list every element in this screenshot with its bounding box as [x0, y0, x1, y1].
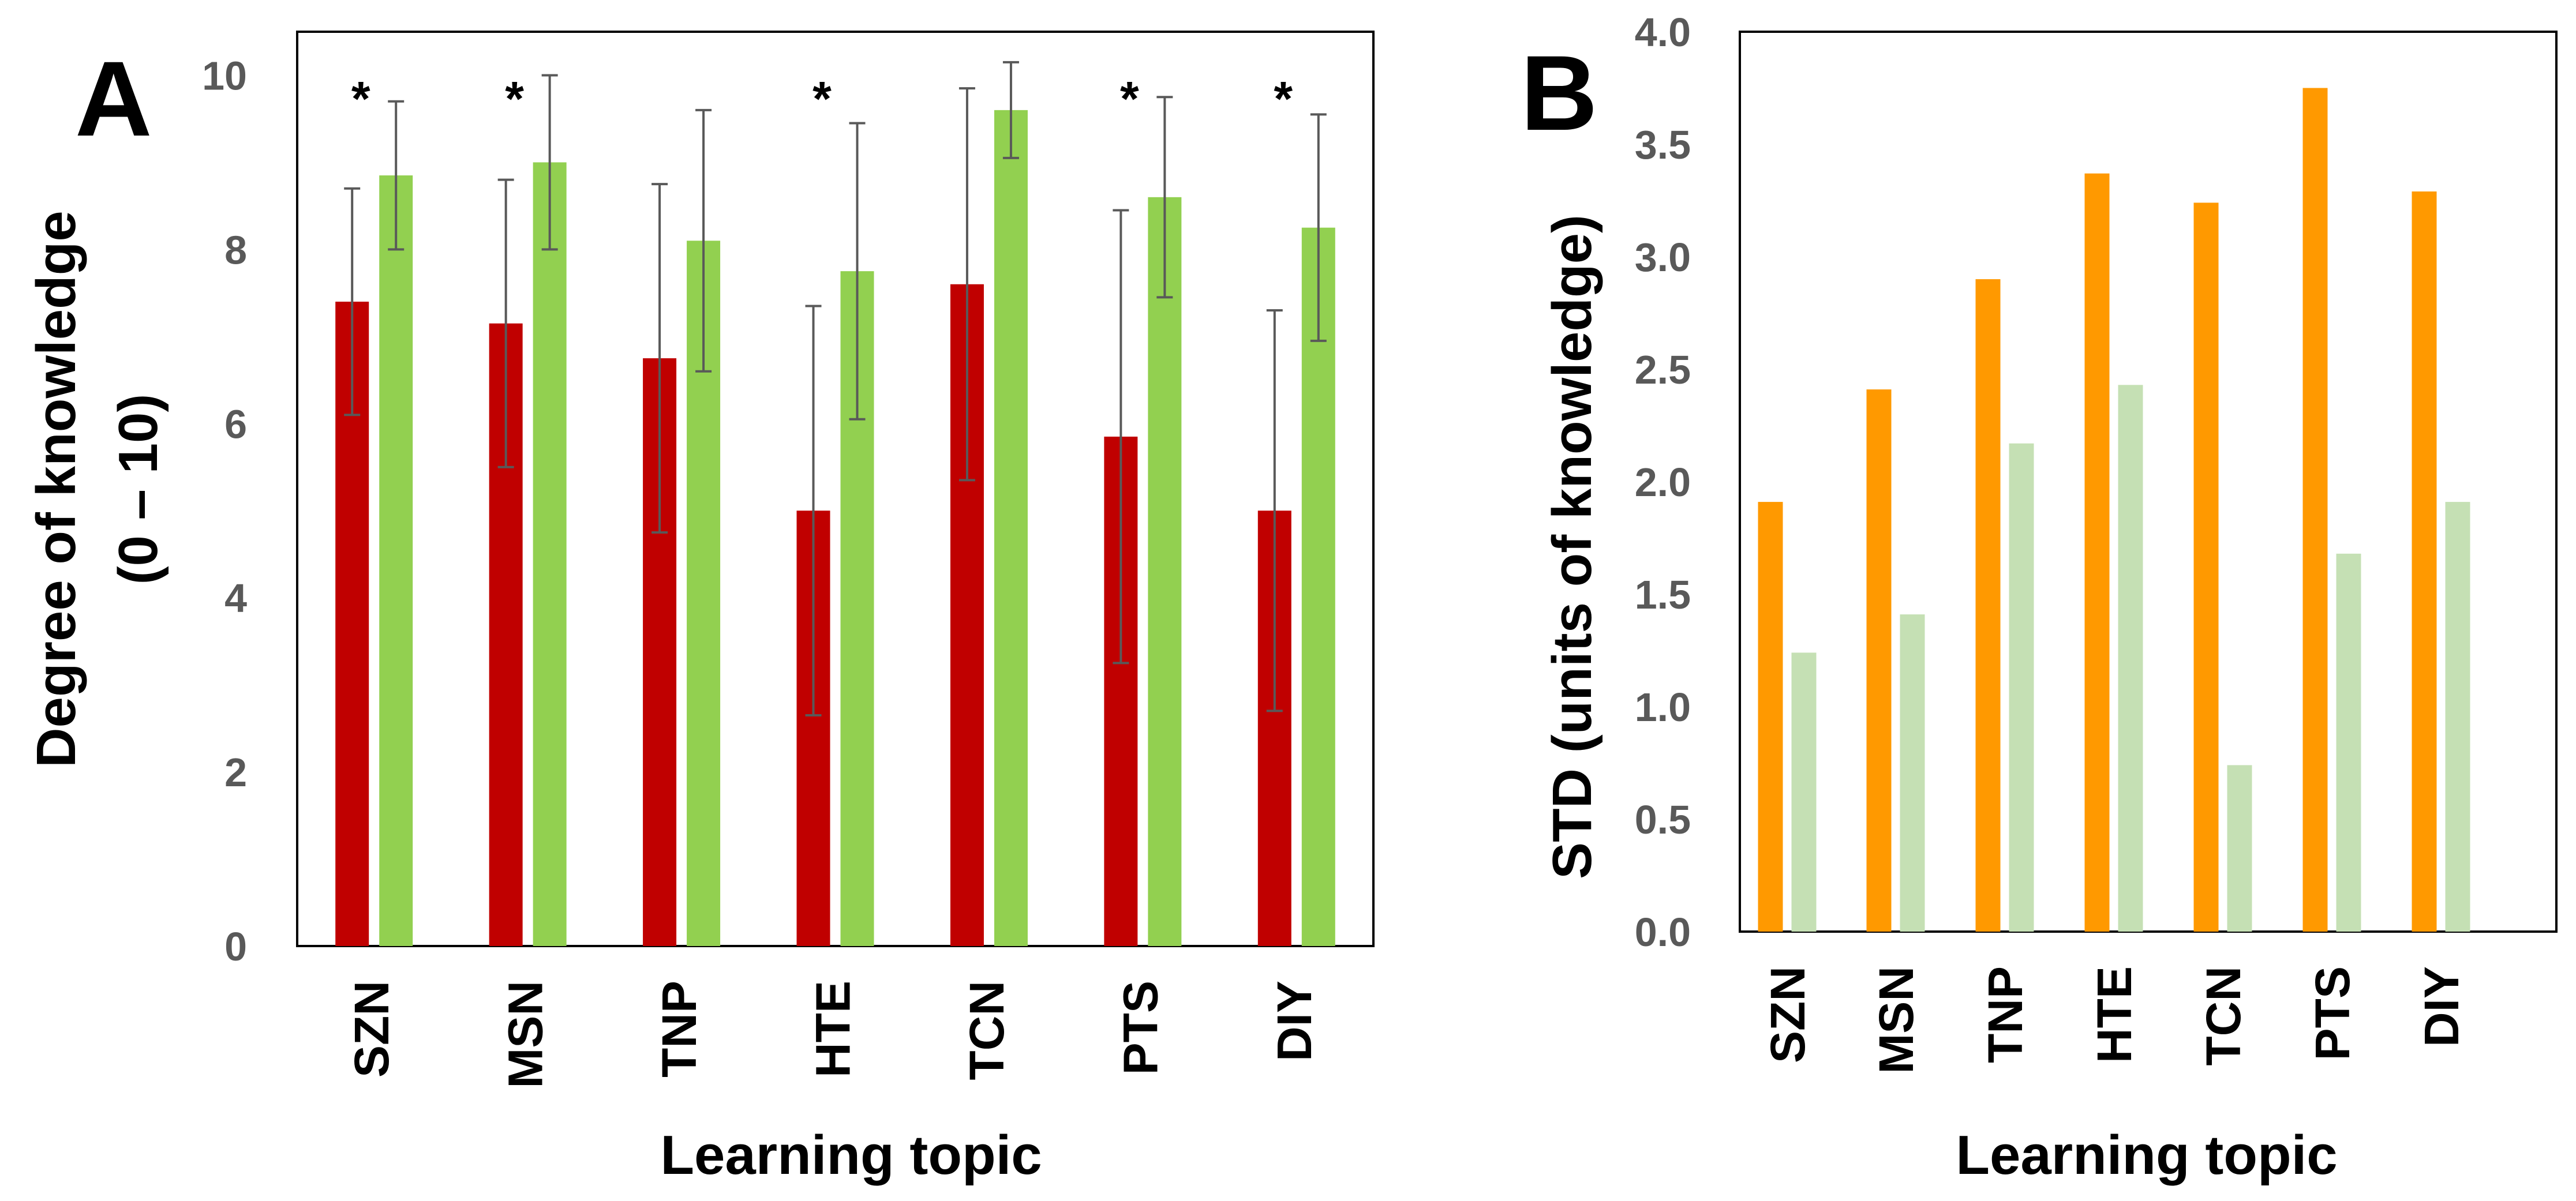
panel-b-category-label: SZN — [1761, 966, 1815, 1063]
panel-b-bar-hte-series-1 — [2084, 173, 2110, 932]
panel-b-chart: B 0.0 0.5 1.0 1.5 2.0 2.5 3.0 3.5 4.0 SZN MSN TNP H… — [1521, 10, 2558, 1186]
panel-a-significance-star: * — [505, 72, 524, 126]
panel-a-y-axis-title-line2: (0 – 10) — [107, 394, 169, 585]
panel-a-category-labels: SZN MSN TNP HTE TCN PTS DIY — [345, 981, 1321, 1089]
panel-a-y-tick-label: 0 — [224, 924, 247, 969]
panel-b-y-tick-label: 0.5 — [1635, 797, 1691, 842]
panel-a-bar-tcn-series-2 — [994, 110, 1028, 946]
panel-a-bar-pts-series-2 — [1148, 197, 1182, 946]
panel-a-category-label: TCN — [960, 981, 1014, 1080]
panel-b-bar-pts-series-2 — [2336, 553, 2361, 932]
panel-b-y-tick-label: 3.0 — [1635, 235, 1691, 280]
panel-b-y-tick-label: 2.5 — [1635, 347, 1691, 392]
panel-a-y-tick-label: 6 — [224, 401, 247, 446]
panel-a-category-label: SZN — [345, 981, 399, 1078]
panel-b-y-tick-label: 0.0 — [1635, 910, 1691, 955]
panel-a-plot-frame — [296, 31, 1375, 947]
panel-b-bar-szn-series-2 — [1791, 652, 1817, 932]
panel-b-category-label: TNP — [1978, 966, 2032, 1063]
panel-b-plot-frame — [1739, 31, 2558, 933]
panel-a-y-tick-labels: 0 2 4 6 8 10 — [202, 53, 247, 969]
panel-b-bar-tnp-series-2 — [2009, 443, 2034, 932]
panel-a-error-bars — [344, 61, 1327, 716]
panel-b-bar-tnp-series-1 — [1975, 279, 2001, 932]
panel-b-y-axis-title: STD (units of knowledge) — [1541, 215, 1603, 879]
panel-a-bar-diy-series-2 — [1301, 227, 1335, 947]
panel-a-significance-markers: * * * * * — [351, 72, 1293, 126]
panel-a-category-label: PTS — [1113, 981, 1167, 1075]
panel-a-y-axis-title-line1: Degree of knowledge — [25, 211, 87, 768]
panel-b-y-tick-label: 1.5 — [1635, 572, 1691, 617]
panel-b-bar-msn-series-1 — [1866, 389, 1892, 932]
panel-a-category-label: TNP — [652, 981, 706, 1078]
panel-a-y-tick-label: 10 — [202, 53, 247, 98]
panel-b-bars — [1758, 88, 2470, 932]
panel-b-bar-diy-series-1 — [2412, 191, 2437, 932]
panel-a-bars — [335, 110, 1335, 947]
panel-a-significance-star: * — [1274, 72, 1293, 126]
panel-b-x-axis-title: Learning topic — [1956, 1124, 2337, 1186]
panel-b-y-tick-labels: 0.0 0.5 1.0 1.5 2.0 2.5 3.0 3.5 4.0 — [1635, 10, 1691, 955]
panel-a-significance-star: * — [351, 72, 370, 126]
panel-b-y-tick-label: 3.5 — [1635, 122, 1691, 167]
panel-a-significance-star: * — [1120, 72, 1139, 126]
panel-b-category-label: HTE — [2087, 966, 2141, 1063]
panel-b-y-tick-label: 2.0 — [1635, 460, 1691, 505]
panel-b-letter: B — [1521, 34, 1598, 153]
panel-b-bar-tcn-series-1 — [2193, 202, 2219, 932]
panel-a-y-tick-label: 2 — [224, 750, 247, 795]
panel-a-category-label: MSN — [499, 981, 553, 1089]
panel-b-category-label: DIY — [2414, 966, 2469, 1047]
panel-a-chart: A 0 2 4 6 8 10 * * * * * SZN MSN TNP HTE TCN PTS DIY De… — [25, 31, 1375, 1186]
panel-b-bar-msn-series-2 — [1900, 614, 1925, 932]
panel-b-category-labels: SZN MSN TNP HTE TCN PTS DIY — [1761, 966, 2469, 1074]
panel-a-category-label: HTE — [806, 981, 860, 1078]
panel-b-y-tick-label: 1.0 — [1635, 685, 1691, 730]
panel-a-bar-msn-series-2 — [533, 162, 567, 946]
panel-a-significance-star: * — [813, 72, 832, 126]
panel-b-bar-hte-series-2 — [2118, 385, 2143, 932]
panel-b-bar-pts-series-1 — [2302, 88, 2328, 932]
panel-a-category-label: DIY — [1267, 981, 1321, 1061]
panel-a-letter: A — [75, 40, 152, 159]
panel-b-category-label: PTS — [2305, 966, 2360, 1060]
panel-b-bar-szn-series-1 — [1758, 502, 1783, 932]
panel-b-category-label: MSN — [1869, 966, 1923, 1074]
panel-b-category-label: TCN — [2196, 966, 2251, 1066]
panel-a-y-tick-label: 8 — [224, 227, 247, 272]
panel-a-x-axis-title: Learning topic — [660, 1124, 1042, 1186]
panel-a-y-tick-label: 4 — [224, 576, 247, 621]
panel-b-bar-diy-series-2 — [2445, 502, 2470, 932]
panel-b-bar-tcn-series-2 — [2227, 765, 2252, 932]
panel-b-y-tick-label: 4.0 — [1635, 10, 1691, 55]
panel-a-bar-szn-series-2 — [379, 175, 413, 947]
